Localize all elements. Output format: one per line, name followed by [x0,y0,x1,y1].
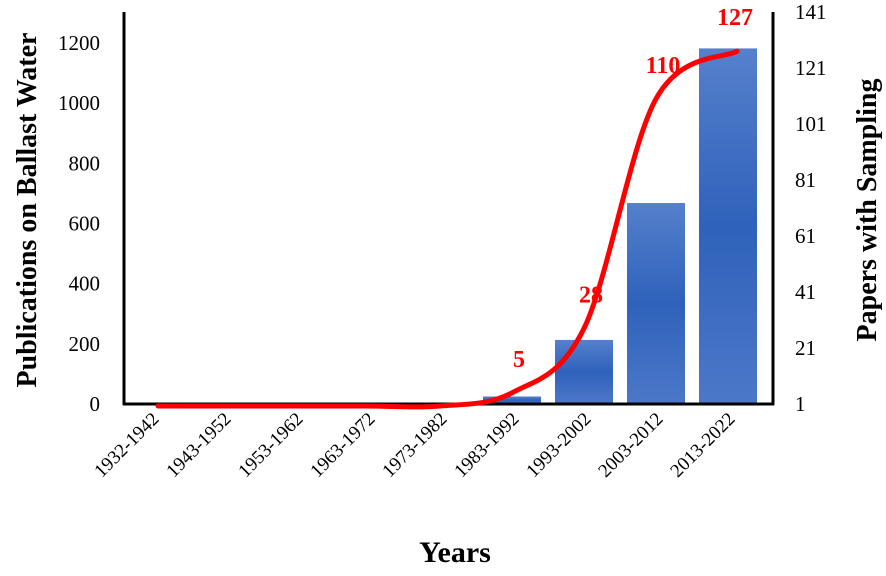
x-tick-label: 1953-1962 [234,409,307,482]
right-tick-label: 81 [795,168,816,192]
right-axis-title: Papers with Sampling [852,79,883,342]
left-tick-label: 600 [69,212,101,236]
right-tick-label: 101 [795,112,827,136]
left-tick-label: 400 [69,272,101,296]
left-tick-label: 1000 [58,91,100,115]
bar-2013-2022 [699,48,757,404]
x-tick-label: 1993-2002 [522,409,595,482]
left-tick-label: 200 [69,332,101,356]
x-tick-label: 2013-2022 [666,409,739,482]
x-tick-label: 1973-1982 [378,409,451,482]
right-tick-label: 141 [795,0,827,24]
right-tick-label: 61 [795,224,816,248]
right-tick-label: 21 [795,336,816,360]
right-tick-label: 121 [795,56,827,80]
x-tick-label: 1943-1952 [162,409,235,482]
bar-1993-2002 [555,339,613,404]
right-tick-label: 41 [795,280,816,304]
left-tick-label: 1200 [58,31,100,55]
x-tick-label: 1932-1942 [90,409,163,482]
x-tick-label: 2003-2012 [594,409,667,482]
bar-1983-1992 [483,396,541,404]
bar-2003-2012 [627,203,685,404]
x-tick-label: 1963-1972 [306,409,379,482]
line-series-papers-with-sampling [155,48,740,410]
left-axis-title: Publications on Ballast Water [12,33,43,388]
left-tick-label: 0 [90,392,101,416]
data-label: 28 [579,282,603,308]
left-tick-label: 800 [69,151,101,175]
right-tick-label: 1 [795,392,806,416]
x-tick-label: 1983-1992 [450,409,523,482]
data-label: 110 [646,53,681,79]
data-label: 127 [717,5,753,31]
x-axis-title: Years [419,536,491,569]
data-label: 5 [513,347,525,373]
